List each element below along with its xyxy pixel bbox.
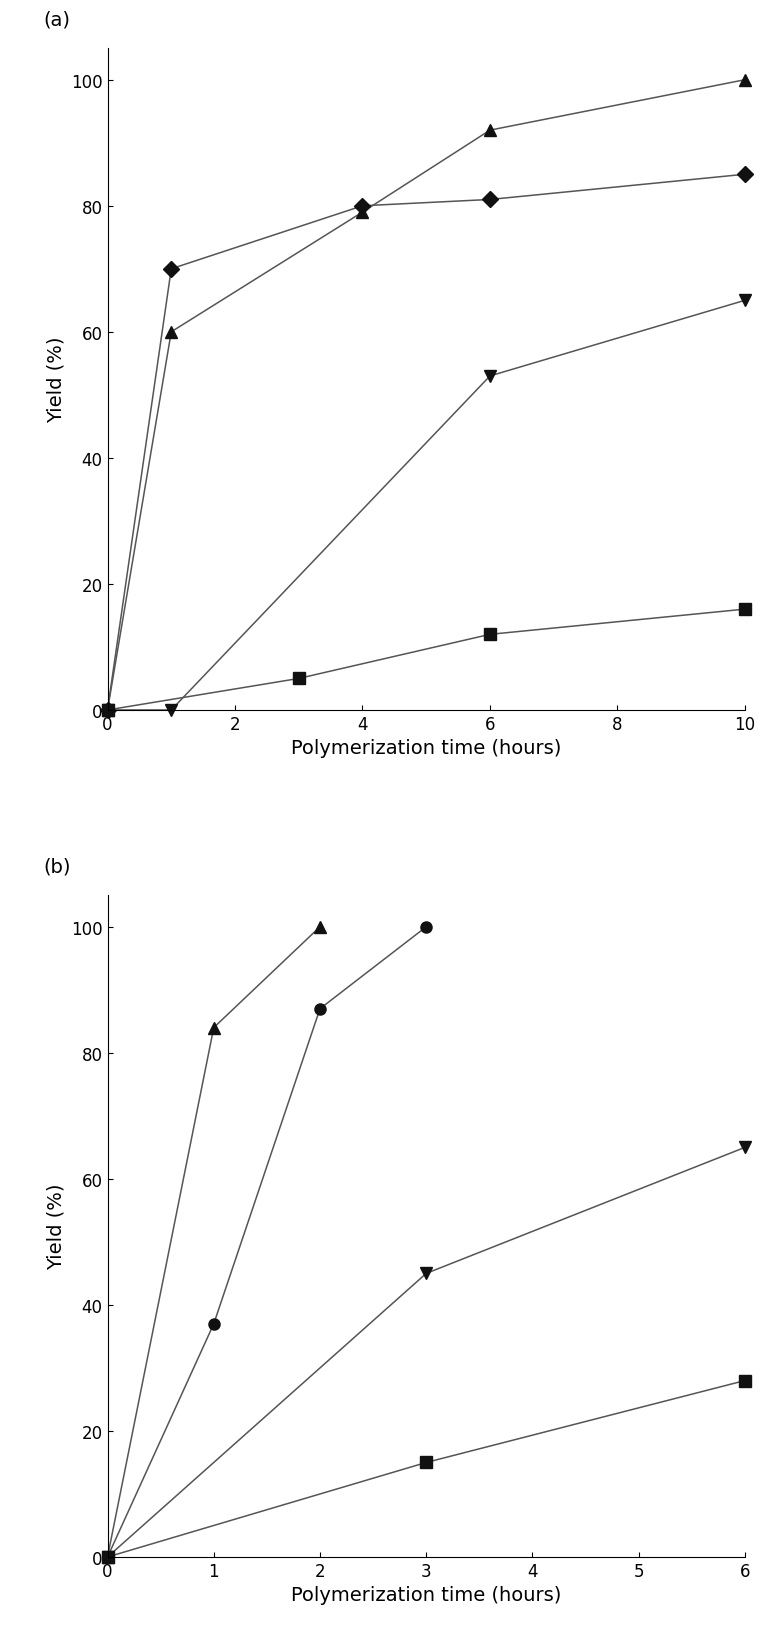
Text: (a): (a): [44, 10, 71, 30]
Y-axis label: Yield (%): Yield (%): [47, 1183, 65, 1270]
Text: (b): (b): [44, 857, 71, 875]
Y-axis label: Yield (%): Yield (%): [47, 336, 65, 423]
X-axis label: Polymerization time (hours): Polymerization time (hours): [291, 1585, 561, 1605]
X-axis label: Polymerization time (hours): Polymerization time (hours): [291, 739, 561, 757]
